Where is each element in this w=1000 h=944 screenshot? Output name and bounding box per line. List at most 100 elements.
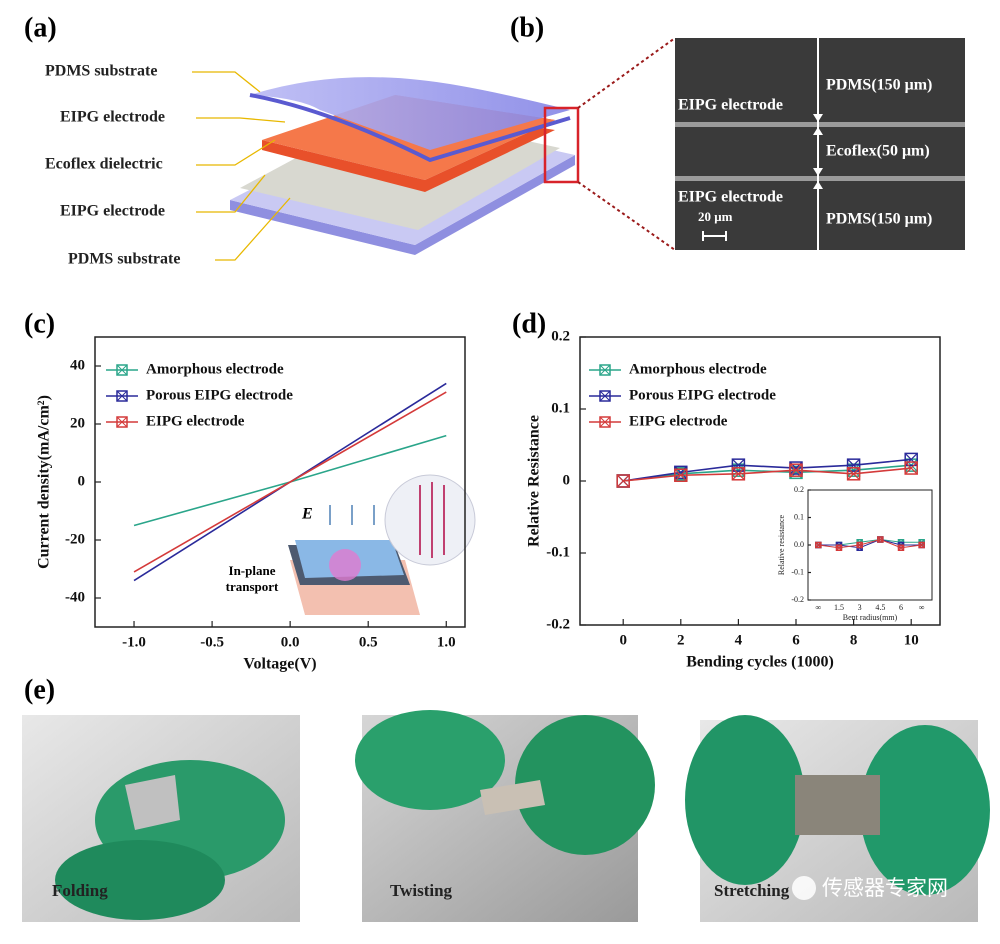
annotation: transport	[226, 579, 279, 594]
legend-marker	[599, 416, 611, 428]
point-marker-box	[904, 452, 918, 467]
point-marker-cross	[918, 542, 925, 548]
y-tick-label: -40	[65, 589, 85, 605]
sem-label: Ecoflex(50 μm)	[826, 143, 930, 160]
point-marker-box	[897, 544, 905, 551]
x-tick-label: ∞	[919, 603, 925, 612]
x-tick-label: 8	[850, 632, 858, 648]
series-line	[818, 538, 922, 549]
point-marker-box	[835, 544, 843, 551]
point-marker	[918, 541, 925, 549]
y-tick-label: -0.1	[546, 544, 570, 560]
zoom-lines	[577, 37, 676, 251]
point-marker-cross	[856, 542, 863, 548]
point-marker-box	[846, 458, 861, 472]
x-tick-label: -1.0	[122, 634, 146, 650]
legend-marker-box	[599, 390, 611, 402]
x-tick-label: 6	[792, 632, 800, 648]
transport-illustration	[288, 474, 476, 615]
point-marker	[856, 541, 863, 549]
point-marker-cross	[836, 544, 842, 551]
y-tick-label: -0.2	[546, 616, 570, 632]
point-marker-cross	[731, 467, 745, 481]
legend-label: Porous EIPG electrode	[146, 387, 293, 403]
legend-marker-box	[116, 416, 128, 428]
x-tick-label: 2	[677, 632, 685, 648]
point-marker-cross	[616, 474, 630, 488]
legend-marker	[116, 364, 128, 376]
photo-stretching	[685, 715, 990, 922]
point-marker-box	[846, 467, 861, 481]
y-tick-label: 0.0	[794, 540, 804, 549]
sem-label: PDMS(150 μm)	[826, 211, 932, 228]
point-marker-cross	[904, 461, 918, 475]
x-tick-label: 0	[619, 632, 627, 648]
y-tick-label: 0.2	[794, 485, 804, 494]
photo-caption: Twisting	[390, 881, 453, 900]
series-line	[623, 458, 912, 482]
legend-marker-cross	[599, 390, 611, 402]
photo-twisting	[355, 710, 655, 922]
sem-label: EIPG electrode	[678, 189, 783, 206]
point-marker-box	[877, 536, 884, 543]
photo-caption: Folding	[52, 881, 108, 900]
panel-label: (a)	[24, 12, 57, 43]
point-marker	[731, 467, 746, 481]
y-tick-label: 0	[78, 473, 86, 489]
y-tick-label: 0	[563, 472, 571, 488]
annotation: In-plane	[229, 563, 276, 578]
point-marker-cross	[847, 467, 861, 481]
legend-marker-box	[599, 364, 611, 376]
y-tick-label: 40	[70, 357, 85, 373]
x-axis-label: Voltage(V)	[243, 656, 316, 673]
legend-marker-cross	[599, 416, 611, 428]
point-marker	[904, 461, 918, 475]
series-line	[133, 391, 447, 573]
point-marker-box	[815, 541, 822, 549]
x-axis-label: Bent radius(mm)	[843, 613, 898, 622]
x-tick-label: 1.5	[834, 603, 844, 612]
legend-marker-cross	[599, 364, 611, 376]
x-tick-label: 0.5	[359, 634, 378, 650]
layer-label: PDMS substrate	[68, 251, 180, 268]
point-marker	[846, 467, 861, 481]
legend-marker	[599, 364, 611, 376]
legend-marker-cross	[116, 416, 128, 428]
panel-label: (c)	[24, 308, 55, 339]
point-marker-cross	[789, 463, 803, 477]
point-marker	[815, 541, 822, 549]
y-tick-label: -0.2	[791, 595, 804, 604]
panel-label: (b)	[510, 12, 544, 43]
point-marker	[789, 463, 803, 477]
sem-label: PDMS(150 μm)	[826, 77, 932, 94]
panel-label: (e)	[24, 674, 55, 705]
legend-label: Amorphous electrode	[629, 361, 767, 377]
point-marker-box	[616, 474, 630, 488]
layer-label: EIPG electrode	[60, 203, 165, 220]
point-marker	[616, 474, 630, 488]
photo-folding	[22, 715, 300, 922]
watermark-icon	[792, 876, 816, 900]
layer-label: Ecoflex dielectric	[45, 156, 163, 173]
point-marker	[835, 544, 843, 551]
annotation: E	[301, 506, 313, 523]
zoom-box	[543, 106, 580, 184]
legend-marker-cross	[116, 364, 128, 376]
y-tick-label: -20	[65, 531, 85, 547]
photo-caption: Stretching	[714, 881, 790, 900]
point-marker-box	[789, 463, 803, 477]
legend-marker-cross	[116, 390, 128, 402]
arrows	[813, 114, 823, 189]
x-tick-label: 0.0	[281, 634, 300, 650]
y-axis-label: Relative resistance	[777, 514, 786, 575]
x-axis-label: Bending cycles (1000)	[686, 654, 834, 671]
layer-stack	[230, 77, 575, 255]
legend-marker-box	[599, 416, 611, 428]
point-marker-box	[918, 541, 925, 549]
y-tick-label: 0.1	[794, 512, 804, 521]
point-marker-box	[856, 541, 863, 549]
x-tick-label: 10	[904, 632, 919, 648]
point-marker-box	[904, 461, 918, 475]
watermark: 传感器专家网	[822, 876, 948, 900]
point-marker	[897, 544, 905, 551]
